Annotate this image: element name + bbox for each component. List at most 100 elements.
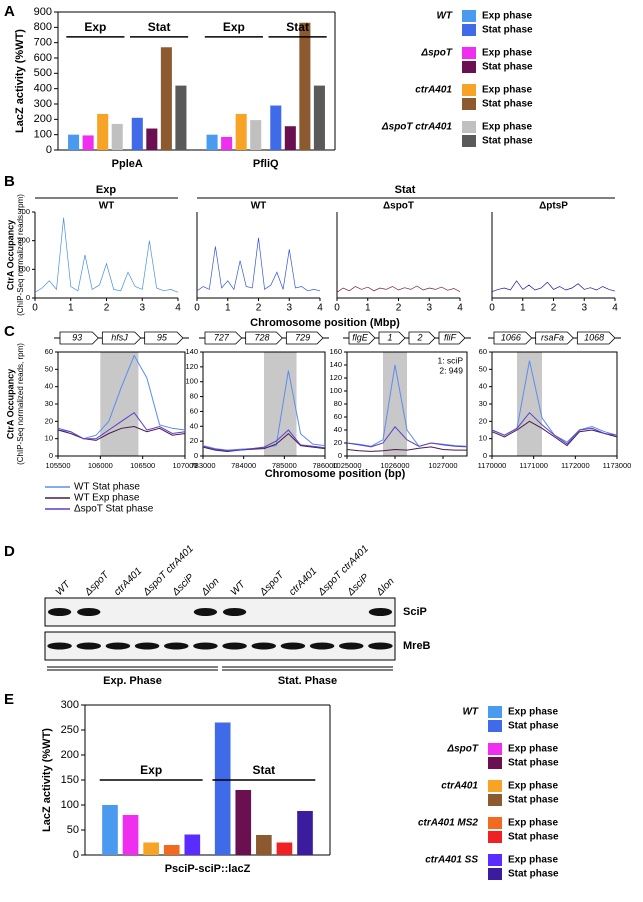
- y-tick-label: 50: [67, 824, 79, 836]
- band: [105, 642, 131, 650]
- lane-label: ctrA401: [287, 566, 319, 598]
- x-tick-label: 1025000: [332, 461, 361, 470]
- lane-label: Δlon: [374, 576, 397, 599]
- x-tick-label: 107000: [172, 461, 197, 470]
- y-tick-label: 60: [190, 406, 198, 415]
- gene-arrow: [348, 331, 376, 345]
- y-tick-label: 120: [185, 362, 198, 371]
- bar: [256, 835, 272, 855]
- band: [47, 608, 72, 616]
- legend-label: Stat phase: [482, 136, 533, 147]
- x-tick-label: 4: [175, 303, 181, 314]
- track-title: WT: [99, 201, 115, 212]
- y-tick-label: 300: [17, 207, 30, 216]
- legend-swatch: [488, 854, 502, 866]
- gene-label: 728: [254, 332, 269, 342]
- y-tick-label: 60: [479, 347, 487, 356]
- band: [47, 642, 72, 650]
- bar: [270, 105, 282, 150]
- x-tick-label: 3: [581, 303, 587, 314]
- bar: [235, 790, 252, 855]
- bar: [221, 136, 233, 150]
- y-tick-label: 0: [46, 144, 52, 156]
- x-tick-label: 4: [317, 303, 323, 314]
- gene-arrow: [535, 331, 574, 345]
- legend-swatch: [488, 868, 502, 880]
- bar: [122, 815, 139, 855]
- x-tick-label: 0: [32, 303, 38, 314]
- x-tick-label: 2: [104, 303, 110, 314]
- bar: [250, 120, 262, 150]
- y-tick-label: 120: [329, 373, 342, 382]
- highlight: [383, 352, 407, 456]
- annotation: Exp: [140, 763, 162, 777]
- y-tick-label: 250: [61, 724, 79, 736]
- x-tick-label: 786000: [312, 461, 337, 470]
- bar: [97, 113, 109, 150]
- legend-swatch: [488, 757, 502, 769]
- gene-label: rsaFa: [541, 332, 564, 342]
- legend-label: WT Stat phase: [74, 482, 140, 493]
- legend-swatch: [462, 47, 476, 59]
- legend-label: Exp phase: [482, 11, 532, 22]
- y-tick-label: 700: [34, 37, 52, 49]
- annotation: Exp: [223, 20, 245, 34]
- gene-label: fliF: [444, 332, 456, 342]
- band: [309, 642, 335, 650]
- gene-arrow: [204, 331, 243, 345]
- gene-arrow: [408, 331, 436, 345]
- band: [193, 608, 218, 616]
- track-title: WT: [251, 201, 267, 212]
- bar: [143, 842, 159, 855]
- highlight: [264, 352, 297, 456]
- y-tick-label: 500: [34, 67, 52, 79]
- series-line: [196, 237, 321, 292]
- y-tick-label: 400: [34, 83, 52, 95]
- y-tick-label: 0: [26, 293, 30, 302]
- y-tick-label: 10: [45, 434, 53, 443]
- x-tick-label: PpleA: [112, 158, 143, 170]
- gene-label: 1068: [584, 332, 604, 342]
- gene-arrow: [285, 331, 324, 345]
- bar: [235, 113, 247, 150]
- x-tick-label: PsciP-sciP::lacZ: [165, 863, 251, 875]
- annotation: Stat: [286, 20, 309, 34]
- y-tick-label: 140: [185, 347, 198, 356]
- band: [222, 642, 247, 650]
- gene-label: 1: [387, 332, 392, 342]
- group-title: Stat: [395, 184, 416, 196]
- series-line: [346, 426, 468, 448]
- y-tick-label: 0: [73, 849, 79, 861]
- bar: [313, 85, 325, 150]
- legend-swatch: [488, 780, 502, 792]
- bar: [102, 805, 118, 855]
- legend-group: ctrA401 MS2: [418, 818, 478, 829]
- bar: [111, 123, 123, 150]
- legend-label: Stat phase: [482, 99, 533, 110]
- y-tick-label: 300: [34, 98, 52, 110]
- y-tick-label: 30: [45, 399, 53, 408]
- group-title: Exp: [96, 184, 116, 196]
- series-line: [202, 433, 326, 453]
- legend-group: ctrA401: [415, 85, 452, 96]
- y-tick-label: 0: [49, 451, 53, 460]
- x-tick-label: 0: [489, 303, 495, 314]
- legend-label: Stat phase: [508, 795, 559, 806]
- bar: [299, 22, 311, 150]
- y-tick-label: 40: [479, 382, 487, 391]
- y-tick-label: 10: [479, 434, 487, 443]
- bar: [214, 722, 231, 855]
- y-tick-label: 600: [34, 52, 52, 64]
- legend-label: Stat phase: [508, 758, 559, 769]
- y-tick-label: 200: [34, 113, 52, 125]
- series-line: [336, 285, 461, 293]
- panel-label: E: [4, 691, 14, 708]
- band: [368, 608, 393, 616]
- gene-arrow: [101, 331, 142, 345]
- blot-strip: [44, 631, 396, 661]
- lane-label: ctrA401: [112, 566, 144, 598]
- x-axis-label: Chromosome position (bp): [265, 468, 406, 480]
- legend-group: ΔspoT: [446, 744, 478, 755]
- bar: [160, 47, 172, 151]
